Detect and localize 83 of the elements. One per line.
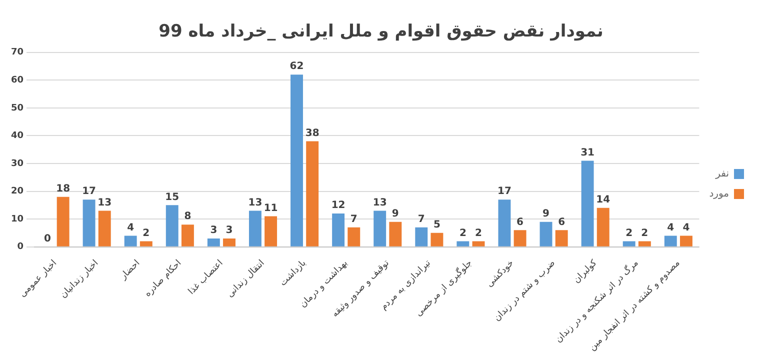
bar (348, 227, 360, 246)
legend-label: نفر (714, 168, 729, 180)
data-label: 31 (580, 147, 595, 158)
bar (207, 238, 220, 246)
x-tick-label: اخبار عمومی (18, 258, 60, 300)
x-tick-label: کولبران (572, 258, 600, 286)
bar (540, 222, 552, 246)
bar (56, 196, 70, 246)
data-label: 4 (127, 222, 134, 234)
data-label: 17 (498, 186, 512, 198)
data-label: 6 (516, 216, 524, 228)
bar (264, 216, 278, 246)
data-label: 0 (44, 233, 52, 244)
y-tick-label: 20 (10, 186, 24, 197)
legend-label: مورد (709, 188, 729, 200)
bar (680, 236, 692, 246)
y-tick-label: 0 (17, 242, 24, 252)
x-tick-label: احضار (118, 258, 142, 282)
data-label: 2 (626, 228, 633, 239)
data-label: 6 (558, 216, 566, 228)
data-label: 7 (418, 214, 425, 225)
bar (638, 241, 651, 246)
bar (581, 160, 594, 246)
data-label: 8 (184, 211, 192, 222)
data-label: 2 (641, 228, 648, 239)
data-label: 4 (682, 222, 690, 234)
x-tick-label: اخبار زندانیان (58, 258, 101, 300)
bar (664, 236, 677, 246)
data-label: 2 (475, 228, 482, 239)
bar (514, 230, 526, 246)
bar (248, 210, 262, 246)
x-tick-label: خودکشی (484, 258, 516, 290)
bar (332, 213, 345, 246)
x-tick-label: اعتصاب غذا (186, 258, 226, 297)
bar (389, 222, 402, 246)
bar (140, 241, 152, 246)
data-label: 13 (98, 197, 112, 208)
bar (223, 238, 236, 246)
bar (596, 208, 610, 246)
data-label: 2 (142, 228, 150, 239)
bar (124, 236, 137, 246)
data-label: 13 (248, 197, 262, 208)
data-label: 4 (667, 222, 674, 234)
bar (82, 200, 96, 246)
data-label: 15 (165, 192, 180, 203)
bar (555, 230, 568, 246)
bar (430, 232, 444, 246)
data-label: 18 (56, 183, 70, 194)
bar (415, 227, 428, 246)
bar (181, 224, 194, 246)
data-label: 9 (542, 208, 550, 220)
bar (374, 210, 386, 246)
data-label: 2 (459, 228, 466, 239)
data-label: 12 (331, 200, 346, 212)
y-tick-label: 60 (10, 76, 24, 86)
x-tick-label: بازداشت (278, 258, 308, 288)
y-tick-label: 70 (10, 48, 24, 58)
bar (472, 241, 485, 246)
data-label: 9 (392, 208, 399, 220)
y-tick-label: 40 (10, 131, 24, 142)
bar (498, 200, 511, 246)
x-tick-label: انتقال زندانی (225, 258, 267, 300)
data-label: 62 (290, 61, 304, 72)
data-label: 14 (596, 194, 610, 206)
data-label: 5 (433, 220, 440, 231)
data-label: 11 (264, 202, 278, 214)
data-label: 7 (350, 214, 358, 225)
y-tick-label: 30 (10, 158, 24, 169)
data-label: 3 (210, 225, 218, 236)
chart-title: نمودار نقض حقوق اقوام و ملل ایرانی _خرداد ماه 99 (158, 22, 604, 42)
data-label: 13 (372, 197, 387, 208)
bar (166, 205, 178, 246)
data-label: 3 (226, 225, 233, 236)
bar (456, 241, 470, 246)
bar (622, 241, 636, 246)
y-tick-label: 50 (10, 103, 24, 114)
data-label: 38 (305, 128, 320, 139)
data-label: 17 (82, 186, 96, 198)
bar (306, 141, 319, 246)
y-tick-label: 10 (10, 214, 24, 224)
bar (98, 210, 111, 246)
x-tick-label: احکام صادره (142, 258, 184, 300)
bar (290, 74, 303, 246)
